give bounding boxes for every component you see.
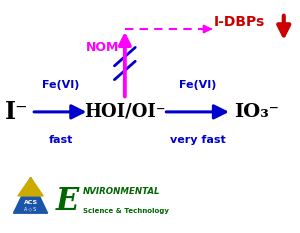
Text: HOI/OI⁻: HOI/OI⁻ (84, 103, 166, 121)
Text: I-DBPs: I-DBPs (214, 15, 265, 29)
Polygon shape (14, 178, 48, 213)
Text: A ◇ S: A ◇ S (24, 206, 37, 211)
Text: ACS: ACS (23, 200, 38, 205)
Text: NVIRONMENTAL: NVIRONMENTAL (83, 187, 161, 196)
Text: Fe(VI): Fe(VI) (179, 80, 216, 90)
Text: I⁻: I⁻ (4, 100, 28, 124)
Text: E: E (56, 186, 79, 217)
Polygon shape (18, 178, 43, 196)
Text: fast: fast (49, 134, 73, 144)
Text: Science & Technology: Science & Technology (83, 208, 169, 214)
Text: IO₃⁻: IO₃⁻ (235, 103, 280, 121)
Text: Fe(VI): Fe(VI) (42, 80, 80, 90)
Text: NOM: NOM (86, 41, 119, 54)
Text: very fast: very fast (170, 134, 226, 144)
